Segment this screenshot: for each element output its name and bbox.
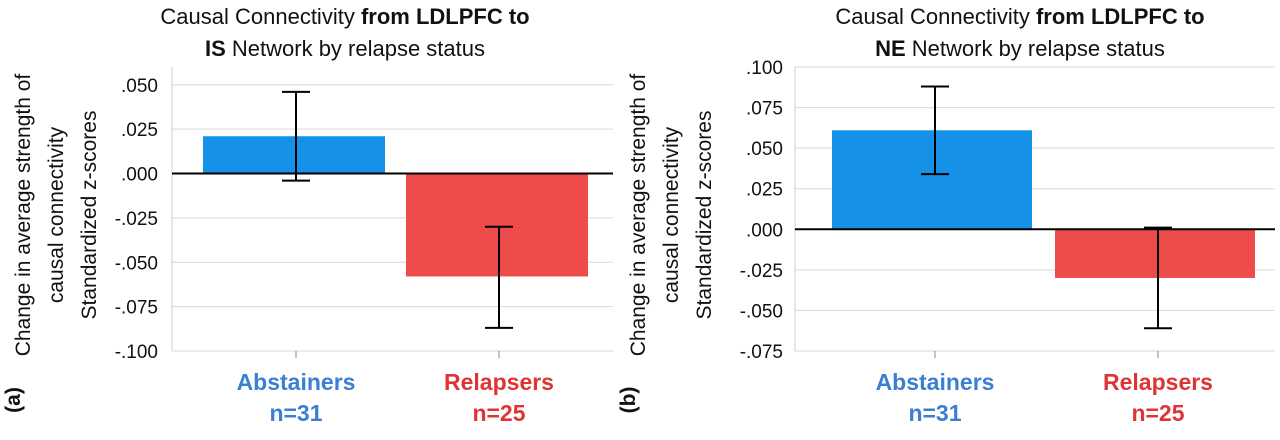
bar-abstainers [832,130,1032,230]
chart-panel-a: .050 .025 .000 -.025 -.050 -.075 -.100 Abstaine… [2,4,613,426]
y-tick-label: -.075 [740,342,783,363]
y-tick-label: -.050 [740,301,783,322]
category-sublabel: n=31 [908,400,961,426]
chart-panel-b: .100 .075 .050 .025 .000 -.025 -.050 -.075 Absta… [617,4,1275,426]
y-tick-label: .000 [746,220,783,241]
y-tick-label: .050 [746,139,783,160]
chart-title-line: Causal Connectivity from LDLPFC to [835,4,1204,29]
y-tick-label: -.050 [115,253,158,274]
category-sublabel: n=25 [472,400,525,426]
category-label: Relapsers [444,369,554,395]
panel-label: (b) [617,387,640,414]
y-axis-label-line: Change in average strength of [627,74,650,357]
category-sublabel: n=25 [1131,400,1184,426]
category-label: Abstainers [876,369,995,395]
y-axis-label-line: causal connectivity [45,126,68,303]
y-tick-label: .025 [746,180,783,201]
y-tick-label: .100 [746,58,783,79]
bar-abstainers [203,136,385,174]
y-tick-label: .025 [121,120,158,141]
panel-label: (a) [2,387,25,413]
y-tick-label: .000 [121,165,158,186]
y-tick-label: -.100 [115,342,158,363]
category-label: Relapsers [1103,369,1213,395]
y-tick-label: -.025 [740,261,783,282]
y-tick-label: .050 [121,76,158,97]
y-axis-label-line: causal connectivity [660,126,683,303]
y-axis-label-line: Standardized z-scores [78,111,101,320]
bar-relapsers [406,173,588,277]
y-tick-label: -.025 [115,209,158,230]
category-sublabel: n=31 [269,400,322,426]
chart-title-line: NE Network by relapse status [875,36,1165,61]
category-label: Abstainers [237,369,356,395]
chart-title-line: IS Network by relapse status [205,36,485,61]
y-axis-label-line: Standardized z-scores [693,111,716,320]
y-axis-label-line: Change in average strength of [12,74,35,357]
y-tick-label: .075 [746,99,783,120]
bar-relapsers [1055,229,1255,278]
y-tick-label: -.075 [115,298,158,319]
chart-title-line: Causal Connectivity from LDLPFC to [160,4,529,29]
